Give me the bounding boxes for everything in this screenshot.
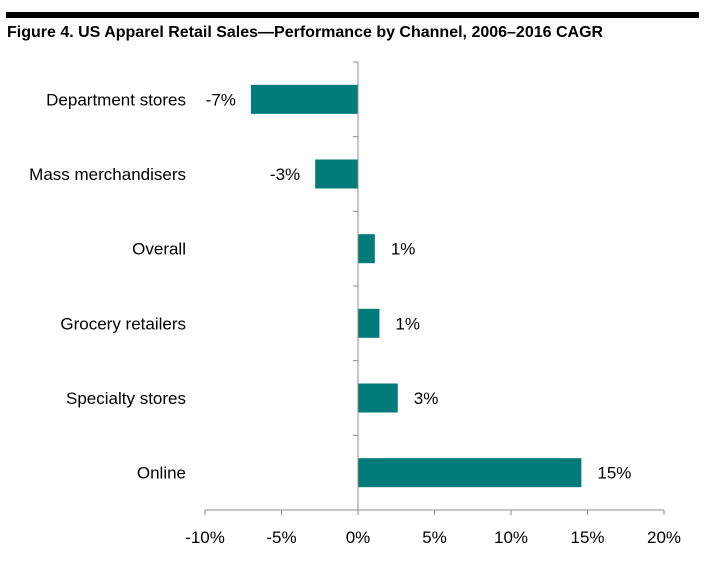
category-label-specialty-stores: Specialty stores	[66, 389, 186, 408]
category-label-department-stores: Department stores	[46, 90, 186, 109]
x-tick-label: 5%	[422, 528, 447, 547]
data-label-specialty-stores: 3%	[414, 389, 439, 408]
bar-specialty-stores	[358, 383, 398, 413]
data-label-mass-merchandisers: -3%	[270, 165, 300, 184]
category-label-overall: Overall	[132, 240, 186, 259]
bars-layer	[250, 84, 582, 488]
axes-layer	[204, 61, 665, 515]
bar-mass-merchandisers	[315, 159, 358, 189]
bar-grocery-retailers	[358, 308, 380, 338]
x-tick-label: 20%	[647, 528, 681, 547]
data-label-overall: 1%	[391, 240, 416, 259]
x-tick-label: -10%	[185, 528, 225, 547]
bar-department-stores	[250, 84, 358, 114]
x-tick-label: 0%	[346, 528, 371, 547]
title-rule	[6, 12, 699, 18]
category-label-online: Online	[137, 464, 186, 483]
x-tick-label: -5%	[266, 528, 296, 547]
bar-overall	[358, 234, 375, 264]
bar-online	[358, 458, 582, 488]
chart-title: Figure 4. US Apparel Retail Sales—Perfor…	[7, 24, 604, 41]
category-label-grocery-retailers: Grocery retailers	[60, 314, 186, 333]
data-label-department-stores: -7%	[206, 90, 236, 109]
labels-layer: Department stores -7% Mass merchandisers -3…	[29, 90, 681, 547]
x-tick-label: 15%	[570, 528, 604, 547]
data-label-online: 15%	[597, 464, 631, 483]
category-label-mass-merchandisers: Mass merchandisers	[29, 165, 186, 184]
x-tick-label: 10%	[494, 528, 528, 547]
data-label-grocery-retailers: 1%	[395, 314, 420, 333]
